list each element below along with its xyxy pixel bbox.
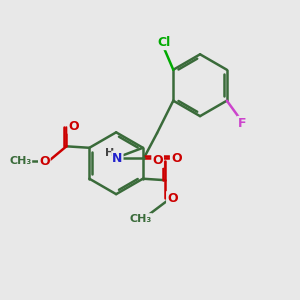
Text: Cl: Cl (158, 36, 171, 49)
Text: CH₃: CH₃ (9, 156, 31, 166)
Text: O: O (68, 120, 79, 133)
Text: O: O (39, 155, 50, 168)
Text: O: O (171, 152, 181, 165)
Text: O: O (152, 154, 163, 167)
Text: F: F (238, 117, 246, 130)
Text: H: H (105, 148, 114, 158)
Text: O: O (167, 192, 178, 205)
Text: N: N (112, 152, 122, 165)
Text: CH₃: CH₃ (129, 214, 152, 224)
